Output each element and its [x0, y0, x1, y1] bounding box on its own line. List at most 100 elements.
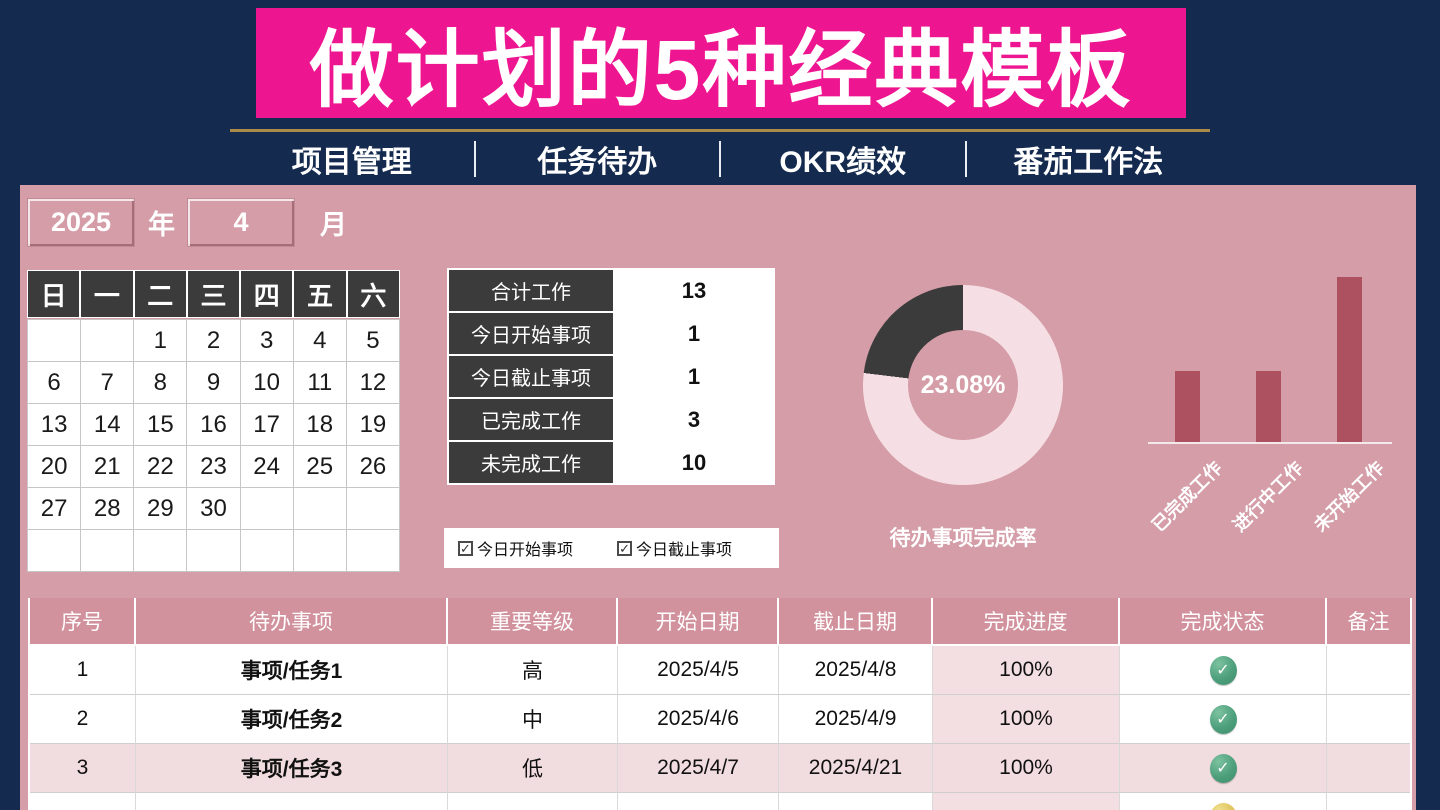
stat-label: 合计工作: [449, 270, 613, 311]
todo-table: 序号 待办事项 重要等级 开始日期 截止日期 完成进度 完成状态 备注 1 事项/任务1 高 202…: [28, 598, 1412, 810]
todo-cell-task[interactable]: 事项/任务3: [136, 744, 448, 793]
check-done-icon: ✓: [1209, 753, 1237, 783]
table-row: 1 事项/任务1 高 2025/4/5 2025/4/8 100% ✓: [30, 646, 1410, 695]
todo-cell-priority[interactable]: 高: [448, 646, 618, 695]
menu-item-1[interactable]: 项目管理: [291, 146, 412, 179]
menu-item-3[interactable]: OKR绩效: [779, 146, 907, 179]
bar-1: [1175, 371, 1200, 442]
calendar-weekday-cell: 五: [294, 271, 346, 317]
menu-item-4[interactable]: 番茄工作法: [1013, 146, 1164, 179]
todo-cell-priority[interactable]: 中: [448, 695, 618, 744]
todo-cell-end[interactable]: 2025/4/9: [779, 695, 933, 744]
todo-cell-task[interactable]: 事项/任务1: [136, 646, 448, 695]
filter-checkbox-2[interactable]: ✓ 今日截止事项: [617, 536, 732, 560]
calendar-day-cell: [240, 488, 293, 529]
calendar-day-cell: [28, 530, 81, 571]
bar-category-label: 未开始工作: [1310, 457, 1388, 536]
calendar-day-cell: 19: [346, 404, 399, 445]
table-row: 3 事项/任务3 低 2025/4/7 2025/4/21 100% ✓: [30, 744, 1410, 793]
calendar-day-cell: 17: [240, 404, 293, 445]
calendar-day-cell: [28, 320, 81, 361]
stat-label: 未完成工作: [449, 442, 613, 483]
calendar-day-cell: 24: [240, 446, 293, 487]
todo-cell-start[interactable]: 2025/4/7: [618, 744, 779, 793]
todo-cell-task[interactable]: [136, 793, 448, 810]
todo-cell-start[interactable]: [618, 793, 779, 810]
calendar-day-cell: 12: [346, 362, 399, 403]
todo-cell-start[interactable]: 2025/4/6: [618, 695, 779, 744]
todo-cell-status[interactable]: ✓: [1120, 793, 1327, 810]
bar-3: [1337, 277, 1362, 442]
table-row: ✓: [30, 793, 1410, 810]
calendar-day-cell: 21: [81, 446, 134, 487]
todo-cell-note[interactable]: [1327, 695, 1410, 744]
todo-cell-progress[interactable]: 100%: [933, 744, 1120, 793]
year-selector[interactable]: 2025: [27, 198, 135, 247]
todo-cell-task[interactable]: 事项/任务2: [136, 695, 448, 744]
calendar-day-cell: 15: [134, 404, 187, 445]
todo-table-body: 1 事项/任务1 高 2025/4/5 2025/4/8 100% ✓ 2 事项/任务2 中 202…: [30, 646, 1410, 810]
todo-header-cell: 完成状态: [1120, 598, 1327, 646]
todo-cell-priority[interactable]: [448, 793, 618, 810]
todo-cell-priority[interactable]: 低: [448, 744, 618, 793]
todo-cell-progress[interactable]: 100%: [933, 646, 1120, 695]
todo-cell-id[interactable]: 3: [30, 744, 136, 793]
todo-cell-progress[interactable]: 100%: [933, 695, 1120, 744]
stat-value: 1: [615, 356, 773, 397]
todo-header-cell: 完成进度: [933, 598, 1120, 646]
todo-cell-progress[interactable]: [933, 793, 1120, 810]
stat-row: 今日开始事项 1: [449, 313, 773, 354]
filter-checkbox-1[interactable]: ✓ 今日开始事项: [458, 536, 573, 560]
calendar-day-cell: [187, 530, 240, 571]
stat-row: 今日截止事项 1: [449, 356, 773, 397]
summary-stats-table: 合计工作 13 今日开始事项 1 今日截止事项 1 已完成工作 3 未完成工作 10: [447, 268, 775, 485]
todo-header-cell: 重要等级: [448, 598, 618, 646]
year-unit-label: 年: [148, 210, 175, 240]
bar-chart-axis: [1148, 442, 1392, 444]
check-partial-icon: ✓: [1209, 802, 1237, 810]
todo-cell-id[interactable]: [30, 793, 136, 810]
todo-cell-id[interactable]: 2: [30, 695, 136, 744]
calendar-day-cell: [81, 320, 134, 361]
menu-item-2[interactable]: 任务待办: [537, 146, 658, 179]
calendar-day-cell: [240, 530, 293, 571]
month-selector[interactable]: 4: [187, 198, 295, 247]
calendar-day-cell: 22: [134, 446, 187, 487]
calendar-day-cell: 5: [346, 320, 399, 361]
stat-value: 10: [615, 442, 773, 483]
menu-separator: [719, 141, 721, 177]
todo-cell-note[interactable]: [1327, 744, 1410, 793]
calendar-day-cell: [346, 488, 399, 529]
todo-header-cell: 备注: [1327, 598, 1410, 646]
todo-cell-note[interactable]: [1327, 793, 1410, 810]
donut-chart-title: 待办事项完成率: [889, 527, 1037, 550]
calendar-day-cell: 25: [293, 446, 346, 487]
stat-row: 已完成工作 3: [449, 399, 773, 440]
bar-category-label: 已完成工作: [1148, 457, 1226, 536]
calendar-day-cell: 3: [240, 320, 293, 361]
todo-cell-note[interactable]: [1327, 646, 1410, 695]
calendar-weekday-cell: 三: [187, 271, 240, 317]
todo-table-header-row: 序号 待办事项 重要等级 开始日期 截止日期 完成进度 完成状态 备注: [30, 598, 1410, 646]
checkbox-icon: ✓: [617, 540, 633, 556]
calendar-day-cell: 6: [28, 362, 81, 403]
todo-cell-end[interactable]: 2025/4/8: [779, 646, 933, 695]
calendar: 日一二三四五六 1 2 3 4 5 6 7 8 9 10 11 12 13 14 15 16 17 18 19 20 2…: [27, 270, 400, 572]
todo-cell-end[interactable]: [779, 793, 933, 810]
calendar-day-cell: 14: [81, 404, 134, 445]
stat-label: 今日截止事项: [449, 356, 613, 397]
todo-cell-status[interactable]: ✓: [1120, 695, 1327, 744]
checkbox-icon: ✓: [458, 540, 473, 556]
filter-checkbox-strip: ✓ 今日开始事项 ✓ 今日截止事项: [444, 528, 779, 568]
todo-cell-status[interactable]: ✓: [1120, 646, 1327, 695]
calendar-day-cell: 28: [81, 488, 134, 529]
calendar-day-cell: [81, 530, 134, 571]
planner-panel: 2025 年 4 月 日一二三四五六 1 2 3 4 5 6 7 8 9 10 11 12 13 14 15…: [20, 185, 1416, 810]
calendar-weekday-cell: 一: [81, 271, 133, 317]
todo-cell-end[interactable]: 2025/4/21: [779, 744, 933, 793]
todo-cell-status[interactable]: ✓: [1120, 744, 1327, 793]
calendar-day-cell: [134, 530, 187, 571]
bar-category-label: 进行中工作: [1229, 457, 1307, 536]
todo-cell-id[interactable]: 1: [30, 646, 136, 695]
todo-cell-start[interactable]: 2025/4/5: [618, 646, 779, 695]
